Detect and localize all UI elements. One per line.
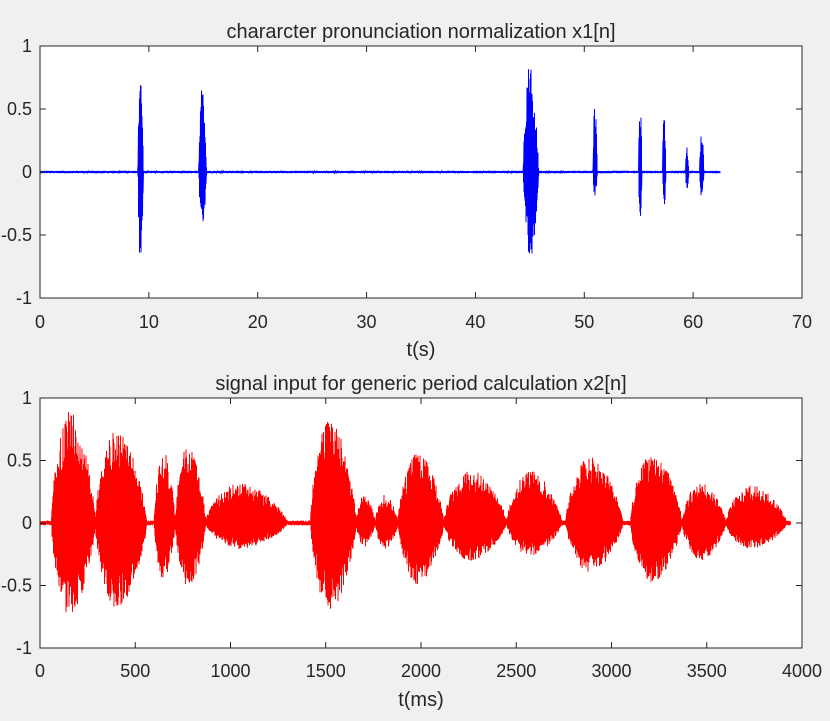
plot-1: 0 10 20 30 40 50 60 70 -1 -0.5 0 0.5 1 chararcter pro… [1,21,812,361]
y-tick-label: 1 [22,36,32,56]
x-tick-label: 3500 [687,661,727,681]
x-tick-label: 2500 [496,661,536,681]
x-tick-label: 40 [465,312,485,332]
x-tick-label: 1000 [210,661,250,681]
series-waveform [39,411,791,613]
y-tick-label: 1 [22,388,32,408]
x-tick-label: 3000 [591,661,631,681]
x-tick-label: 10 [139,312,159,332]
y-tick-label: 0.5 [7,451,32,471]
y-tick-label: 0 [22,513,32,533]
chart-title: chararcter pronunciation normalization x… [226,21,615,43]
x-tick-label: 20 [248,312,268,332]
y-tick-label: 0 [22,162,32,182]
x-tick-label: 50 [574,312,594,332]
x-axis-label: t(ms) [398,689,444,711]
x-tick-label: 30 [357,312,377,332]
y-tick-label: -0.5 [1,225,32,245]
x-tick-label: 70 [792,312,812,332]
x-tick-label: 2000 [401,661,441,681]
y-tick-label: 0.5 [7,99,32,119]
x-tick-label: 4000 [782,661,822,681]
x-tick-label: 1500 [306,661,346,681]
x-tick-label: 500 [120,661,150,681]
x-tick-label: 60 [683,312,703,332]
y-tick-label: -1 [16,638,32,658]
x-tick-label: 0 [35,661,45,681]
plot-2: 0 500 1000 1500 2000 2500 3000 3500 4000 -1 -0.5 0 0… [1,373,822,711]
y-tick-label: -0.5 [1,576,32,596]
x-axis-label: t(s) [407,339,436,361]
chart-title: signal input for generic period calculat… [215,373,626,395]
x-tick-label: 0 [35,312,45,332]
y-tick-label: -1 [16,288,32,308]
